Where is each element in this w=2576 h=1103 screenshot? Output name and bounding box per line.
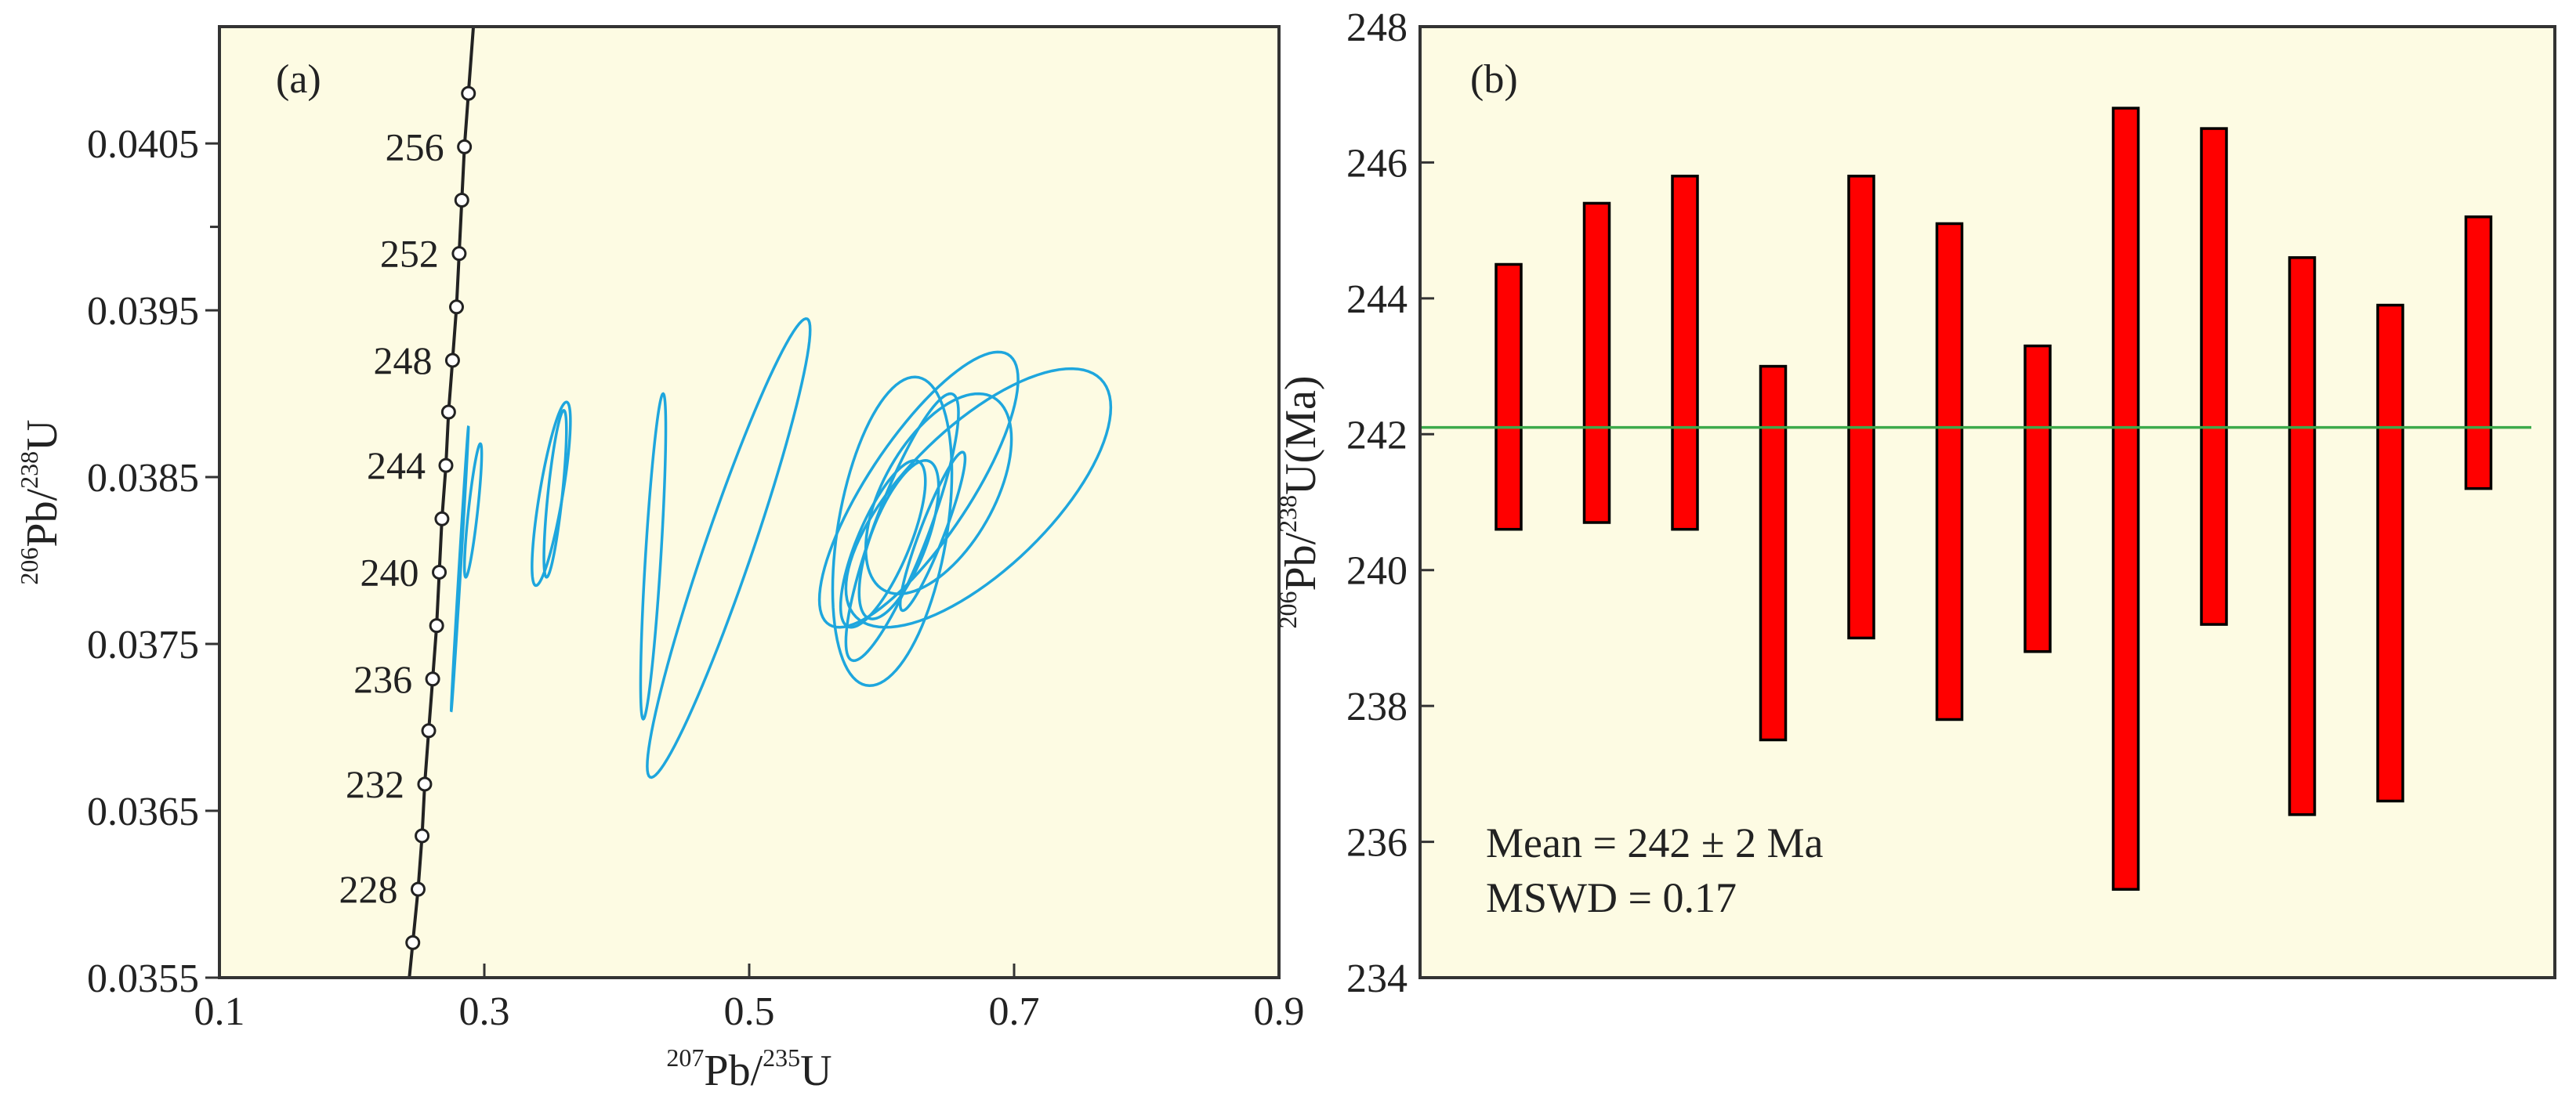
error-ellipse-14: [864, 392, 1013, 595]
concordia-age-marker-226: [405, 935, 421, 950]
concordia-age-marker-234: [421, 723, 437, 739]
panel-a-axes: 0.1 0.3 0.5 0.7 0.9 0.0355 0.0365 0.0375 0.0385 0…: [87, 25, 1305, 1034]
concordia-age-marker-256: [457, 139, 473, 154]
b-y-label-sup-2: 238: [1274, 495, 1302, 533]
x-tick-label-0.9: 0.9: [1254, 989, 1305, 1034]
concordia-age-label-240: 240: [360, 550, 419, 594]
error-ellipse-1: [449, 425, 470, 713]
concordia-age-marker-244: [438, 457, 454, 473]
age-bar-9: [2200, 127, 2228, 626]
age-bar-7: [2023, 344, 2052, 653]
concordia-age-marker-258: [461, 85, 476, 101]
y-label-sup-1: 206: [15, 548, 43, 585]
y-label-base-1: Pb/: [18, 488, 67, 547]
b-y-tick-label-246: 246: [1346, 141, 1408, 186]
error-ellipse-8: [857, 459, 940, 620]
x-label-sup-1: 207: [666, 1043, 704, 1072]
age-bar-4: [1759, 364, 1788, 742]
b-y-tick-label-234: 234: [1346, 957, 1408, 1001]
mswd-annotation: MSWD = 0.17: [1486, 874, 1737, 921]
concordia-age-marker-246: [440, 404, 456, 420]
x-tick-label-0.7: 0.7: [989, 989, 1040, 1034]
concordia-age-label-244: 244: [367, 443, 426, 487]
x-label-base-2: U: [800, 1047, 831, 1095]
concordia-curve-group: 228 232 236 240 244 248 252 256: [339, 27, 476, 978]
x-tick-label-0.1: 0.1: [194, 989, 245, 1034]
concordia-age-marker-250: [449, 299, 465, 315]
b-y-label-sup-1: 206: [1274, 591, 1302, 629]
x-label-base-1: Pb/: [704, 1047, 763, 1095]
age-bar-panel: 234 236 238 240 242 244 246 248 (b) Mean = 242 …: [1274, 5, 2556, 1001]
concordia-age-label-232: 232: [346, 762, 404, 806]
y-tick-label-0.0375: 0.0375: [87, 623, 199, 667]
concordia-age-marker-238: [429, 618, 444, 634]
panel-a-plot-area: [219, 27, 1279, 978]
concordia-age-marker-236: [425, 671, 440, 687]
age-bar-6: [1935, 222, 1964, 721]
x-tick-label-0.5: 0.5: [724, 989, 775, 1034]
error-ellipse-4: [542, 409, 568, 579]
mean-annotation: Mean = 242 ± 2 Ma: [1486, 819, 1824, 866]
b-y-tick-label-248: 248: [1346, 5, 1408, 50]
concordia-age-marker-232: [417, 776, 433, 792]
age-bar-8: [2111, 107, 2140, 891]
b-y-tick-label-240: 240: [1346, 549, 1408, 594]
concordia-panel: 228 232 236 240 244 248 252 256 0.1 0.3 0.5 0.7 0.9…: [15, 25, 1305, 1095]
panel-b-label: (b): [1470, 57, 1518, 102]
age-bar-10: [2288, 256, 2317, 816]
age-bar-11: [2376, 303, 2404, 803]
b-y-tick-label-236: 236: [1346, 821, 1408, 866]
age-bar-2: [1582, 201, 1611, 524]
x-tick-label-0.3: 0.3: [459, 989, 510, 1034]
b-y-tick-label-238: 238: [1346, 685, 1408, 729]
error-ellipse-2: [462, 442, 484, 579]
error-ellipse-10: [844, 392, 960, 663]
age-bar-5: [1847, 175, 1875, 640]
y-tick-label-0.0365: 0.0365: [87, 790, 199, 834]
panel-b-y-axis-label: 206Pb/238U(Ma): [1274, 375, 1325, 628]
concordia-age-marker-230: [415, 828, 430, 844]
y-label-base-2: U: [18, 419, 67, 450]
error-ellipse-13: [844, 367, 1113, 629]
b-y-tick-label-242: 242: [1346, 413, 1408, 457]
error-ellipse-11: [831, 375, 954, 688]
concordia-age-marker-252: [451, 246, 467, 262]
error-ellipses-group: [449, 316, 1113, 779]
panel-b-axes: 234 236 238 240 242 244 246 248: [1346, 5, 2556, 1001]
b-y-label-base-2: U(Ma): [1277, 375, 1325, 494]
b-y-label-base-1: Pb/: [1277, 532, 1325, 591]
error-ellipse-7: [839, 458, 927, 629]
age-bar-12: [2464, 215, 2493, 490]
age-bar-1: [1495, 262, 1523, 531]
age-bar-3: [1671, 175, 1699, 531]
concordia-age-label-236: 236: [353, 657, 412, 701]
error-ellipse-6: [646, 316, 812, 779]
y-tick-label-0.0395: 0.0395: [87, 289, 199, 334]
age-bars-group: [1420, 107, 2531, 891]
y-label-sup-2: 238: [15, 451, 43, 489]
panel-a-y-axis-label: 206Pb/238U: [15, 419, 67, 584]
concordia-age-marker-228: [411, 881, 426, 897]
concordia-age-marker-254: [454, 193, 469, 208]
concordia-age-marker-248: [444, 353, 460, 368]
y-tick-label-0.0405: 0.0405: [87, 122, 199, 167]
x-label-sup-2: 235: [763, 1043, 800, 1072]
y-tick-label-0.0385: 0.0385: [87, 456, 199, 501]
concordia-age-label-228: 228: [339, 867, 398, 911]
concordia-age-label-252: 252: [380, 232, 439, 276]
y-tick-label-0.0355: 0.0355: [87, 957, 199, 1001]
panel-a-x-axis-label: 207Pb/235U: [666, 1043, 831, 1095]
panel-a-label: (a): [276, 57, 321, 102]
panel-b-frame: [1418, 25, 2556, 979]
b-y-tick-label-244: 244: [1346, 277, 1408, 322]
concordia-age-label-256: 256: [386, 125, 444, 168]
concordia-age-label-248: 248: [373, 338, 432, 382]
concordia-age-marker-240: [432, 564, 447, 580]
error-ellipse-12: [817, 350, 1020, 629]
error-ellipse-5: [639, 392, 668, 721]
concordia-age-marker-242: [434, 511, 450, 526]
